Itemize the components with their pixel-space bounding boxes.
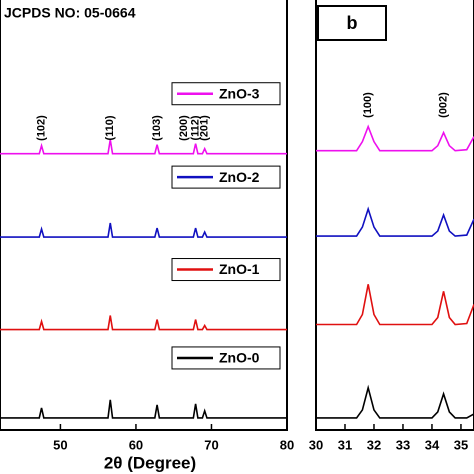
chart-title: JCPDS NO: 05-0664 (4, 5, 136, 21)
x-tick-label: 60 (129, 437, 143, 452)
series-line (316, 206, 474, 237)
plot-frame (315, 0, 474, 431)
x-tick-label: 33 (396, 437, 410, 452)
peak-label: (002) (437, 92, 449, 118)
legend-box (171, 258, 281, 282)
series-line (316, 384, 474, 419)
x-tick-label: 32 (367, 437, 381, 452)
legend-label: ZnO-3 (219, 85, 260, 101)
x-tick-label: 80 (280, 437, 294, 452)
x-tick-label: 34 (425, 437, 440, 452)
panel-label: b (347, 13, 358, 33)
legend-box (171, 165, 281, 189)
series-line (316, 284, 474, 326)
legend-label: ZnO-2 (219, 169, 260, 185)
series-line (0, 315, 287, 331)
legend-label: ZnO-0 (219, 350, 260, 366)
x-tick-label: 30 (309, 437, 323, 452)
x-tick-label: 31 (338, 437, 352, 452)
legend-box (171, 346, 281, 370)
peak-label: (110) (104, 115, 116, 140)
series-line (0, 139, 287, 155)
series-line (0, 222, 287, 238)
panel-label-box (317, 5, 387, 41)
series-line (0, 399, 287, 419)
x-tick-label: 50 (53, 437, 67, 452)
legend-box (171, 82, 281, 106)
peak-label: (100) (362, 92, 374, 118)
x-axis-label: 2θ (Degree) (104, 453, 196, 472)
series-line (316, 124, 474, 152)
peak-label: (200) (178, 115, 190, 141)
peak-label: (102) (35, 115, 47, 141)
plot-frame (0, 0, 288, 431)
x-tick-label: 35 (454, 437, 468, 452)
peak-label: (112) (190, 115, 202, 140)
peak-label: (103) (151, 115, 163, 141)
peak-label: (201) (199, 115, 211, 141)
legend-label: ZnO-1 (219, 261, 260, 277)
x-tick-label: 70 (204, 437, 218, 452)
